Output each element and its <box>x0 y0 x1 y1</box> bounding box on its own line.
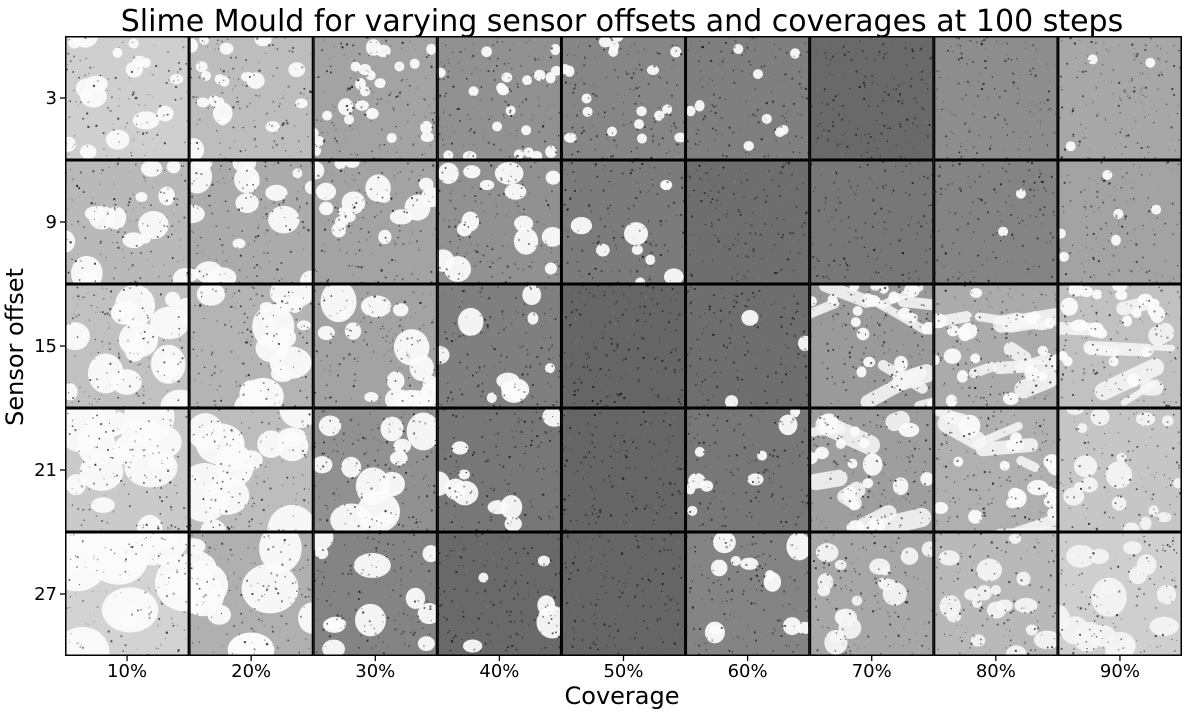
y-tick-labels: 3 9 15 21 27 <box>34 88 65 605</box>
cell-background <box>561 36 685 160</box>
grid-cell-r5-c2 <box>165 524 327 667</box>
grid-cell-r1-c8 <box>934 36 1059 160</box>
x-tick-label-7: 70% <box>852 661 892 682</box>
x-tick-label-8: 80% <box>976 661 1016 682</box>
grid-cell-r5-c4 <box>437 532 568 657</box>
cell-background <box>561 532 685 656</box>
grid-cell-r5-c7 <box>810 532 938 658</box>
grid-cell-r3-c1 <box>61 284 200 424</box>
y-tick-label-5: 27 <box>34 584 57 605</box>
x-tick-label-2: 20% <box>231 661 271 682</box>
grid-cell-r1-c9 <box>1058 36 1183 161</box>
grid-cell-r1-c4 <box>434 36 563 161</box>
grid-cell-r1-c2 <box>183 33 313 161</box>
grid-cell-r2-c7 <box>810 160 935 285</box>
grid-cell-r4-c3 <box>312 408 440 536</box>
x-tick-label-1: 10% <box>107 661 147 682</box>
grid-cell-r5-c9 <box>1046 532 1182 662</box>
y-tick-label-1: 3 <box>46 88 57 109</box>
cell-background <box>934 160 1058 284</box>
cell-background <box>686 160 810 284</box>
grid-cell-r3-c4 <box>429 284 562 409</box>
grid-cell-r5-c8 <box>934 532 1061 664</box>
grid-cell-r4-c8 <box>924 399 1067 540</box>
x-axis-label: Coverage <box>565 682 680 710</box>
image-grid <box>45 24 1184 677</box>
grid-cell-r4-c2 <box>178 391 319 556</box>
grid-cell-r2-c8 <box>934 160 1059 286</box>
grid-cell-r1-c3 <box>309 36 439 160</box>
grid-cell-r1-c1 <box>60 24 190 161</box>
y-tick-label-3: 15 <box>34 336 57 357</box>
grid-cell-r4-c1 <box>56 388 189 542</box>
grid-cell-r3-c9 <box>1045 281 1183 408</box>
grid-cell-r4-c9 <box>1058 402 1183 537</box>
grid-cell-r3-c3 <box>313 281 448 415</box>
grid-cell-r2-c4 <box>432 160 563 285</box>
grid-cell-r2-c1 <box>55 160 196 291</box>
grid-cell-r5-c6 <box>686 531 813 656</box>
grid-cell-r3-c8 <box>913 284 1065 409</box>
grid-cell-r5-c1 <box>45 507 213 677</box>
grid-cell-r4-c4 <box>426 406 566 532</box>
grid-cell-r2-c3 <box>308 157 442 286</box>
grid-cell-r5-c3 <box>303 524 440 659</box>
cell-background <box>934 36 1058 160</box>
grid-cell-r2-c5 <box>561 160 686 287</box>
x-tick-label-6: 60% <box>728 661 768 682</box>
x-tick-labels: 10% 20% 30% 40% 50% 60% 70% 80% 90% <box>107 656 1140 682</box>
grid-cell-r3-c5 <box>561 284 686 408</box>
cell-background <box>561 284 685 408</box>
x-tick-label-9: 90% <box>1100 661 1140 682</box>
cell-background <box>437 532 561 656</box>
chart-title: Slime Mould for varying sensor offsets a… <box>121 4 1123 39</box>
x-tick-label-3: 30% <box>355 661 395 682</box>
grid-cell-r5-c5 <box>561 532 687 656</box>
cell-background <box>437 284 561 408</box>
grid-cell-r2-c6 <box>686 160 812 285</box>
grid-cell-r4-c6 <box>685 406 810 533</box>
x-tick-label-4: 40% <box>479 661 519 682</box>
cell-background <box>189 36 313 160</box>
grid-cell-r2-c2 <box>178 154 321 292</box>
grid-cell-r1-c6 <box>686 36 812 161</box>
grid-cell-r3-c6 <box>686 284 812 410</box>
cell-background <box>686 284 810 408</box>
grid-cell-r4-c5 <box>561 408 686 533</box>
x-tick-label-5: 50% <box>603 661 643 682</box>
y-tick-label-4: 21 <box>34 460 57 481</box>
cell-background <box>437 36 561 160</box>
grid-cell-r4-c7 <box>801 408 933 541</box>
grid-cell-r1-c7 <box>810 36 936 161</box>
y-tick-label-2: 9 <box>46 212 57 233</box>
grid-cell-r2-c9 <box>1056 160 1182 285</box>
grid-cell-r3-c2 <box>189 277 314 419</box>
grid-cell-r1-c5 <box>560 32 686 162</box>
y-axis-label: Sensor offset <box>1 268 29 426</box>
cell-background <box>561 408 685 532</box>
cell-background <box>1058 160 1182 284</box>
